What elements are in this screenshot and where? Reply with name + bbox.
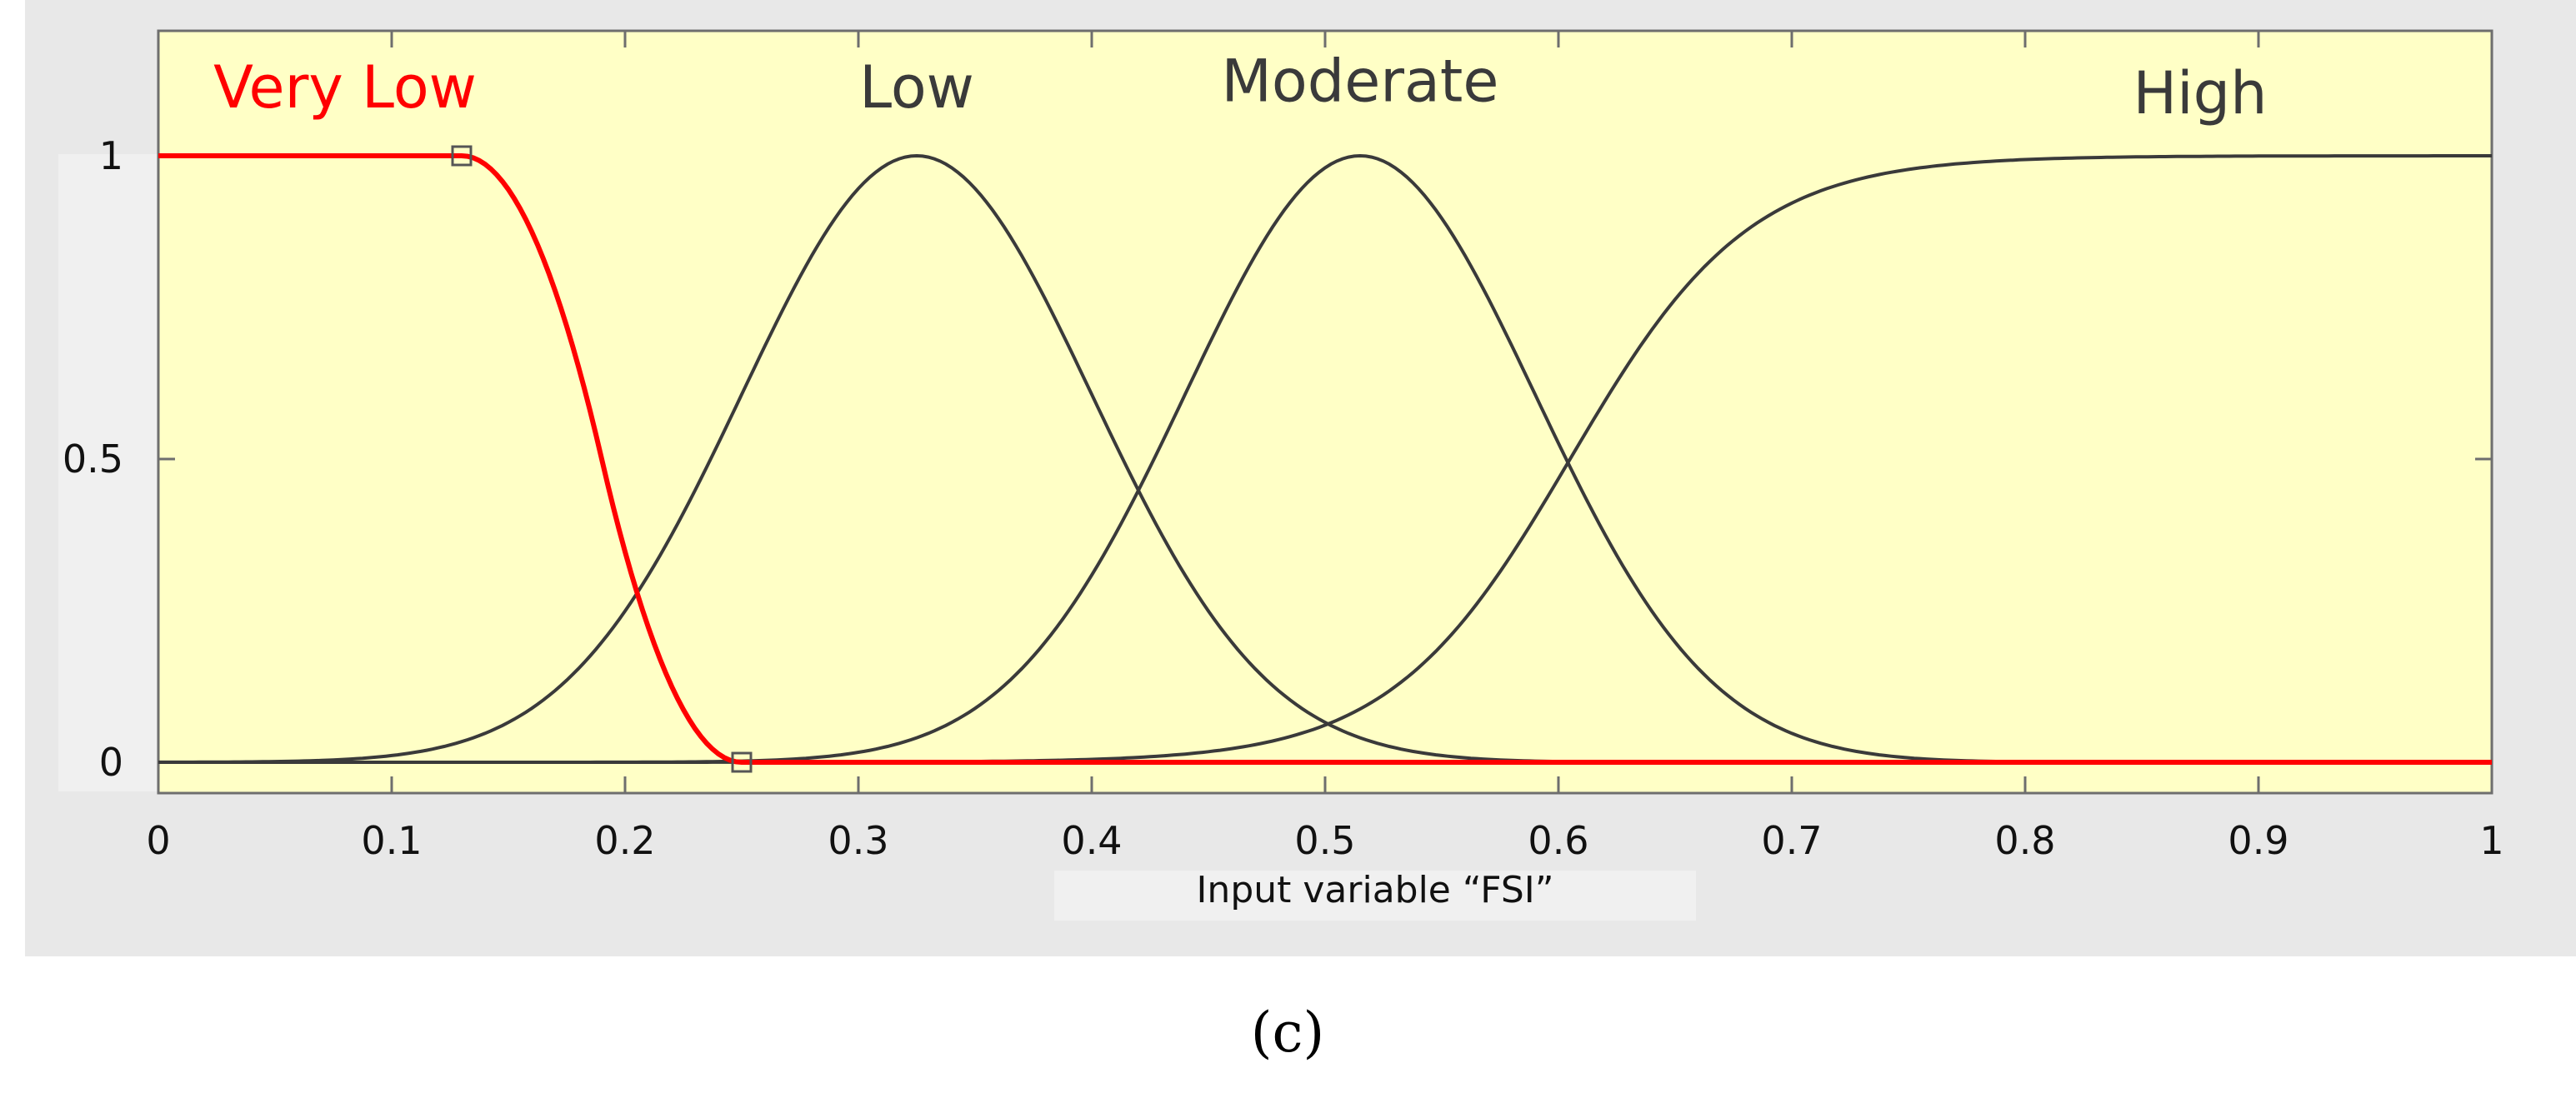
x-tick-label-0-4: 0.4	[1061, 818, 1122, 863]
x-axis-title: Input variable “FSI”	[1196, 869, 1553, 911]
mf-label-very-low: Very Low	[213, 53, 477, 122]
x-axis-label-strip	[1054, 871, 1696, 921]
x-tick-label-0-8: 0.8	[1994, 818, 2055, 863]
x-tick-label-0-7: 0.7	[1761, 818, 1822, 863]
y-axis-label-strip	[58, 154, 158, 791]
mf-labels: Low Moderate High Very Low	[213, 47, 2267, 127]
mf-curve-very-low[interactable]	[158, 153, 2492, 765]
selected-mf-handles	[451, 145, 753, 773]
mf-curve-high[interactable]	[158, 154, 2492, 764]
mf-label-moderate: Moderate	[1222, 47, 1499, 115]
membership-curves	[158, 153, 2492, 765]
x-tick-label-0-3: 0.3	[828, 818, 888, 863]
y-tick-label-1: 1	[99, 133, 123, 178]
y-tick-label-0-5: 0.5	[63, 437, 123, 482]
x-tick-label-0-1: 0.1	[361, 818, 422, 863]
mf-handle-2[interactable]	[731, 751, 753, 773]
x-tick-label-1: 1	[2479, 818, 2503, 863]
x-tick-label-0-5: 0.5	[1294, 818, 1355, 863]
x-tick-label-0-6: 0.6	[1528, 818, 1588, 863]
mf-label-low: Low	[859, 53, 974, 122]
mf-handle-1[interactable]	[451, 145, 473, 167]
plot-area[interactable]	[157, 29, 2493, 795]
x-tick-label-0-9: 0.9	[2228, 818, 2288, 863]
figure-caption: (c)	[1251, 1001, 1324, 1065]
x-tick-label-0: 0	[146, 818, 170, 863]
y-tick-label-0: 0	[99, 740, 123, 785]
axes: 0 0.1 0.2 0.3 0.4 0.5 0.6 0.7 0.8 0.9 1 0 0.5 1	[63, 31, 2504, 863]
mf-label-high: High	[2133, 59, 2268, 127]
x-tick-label-0-2: 0.2	[594, 818, 655, 863]
